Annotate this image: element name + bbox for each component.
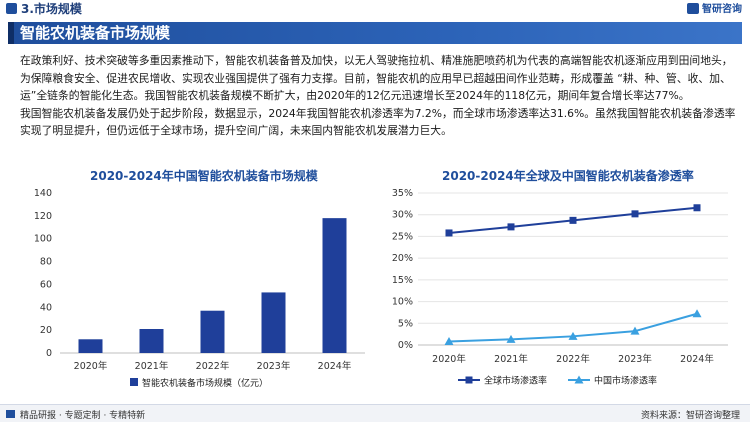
y-tick-label: 30% — [392, 210, 413, 221]
page-title: 智能农机装备市场规模 — [20, 24, 171, 42]
y-tick-label: 0 — [46, 348, 52, 359]
paragraph-2: 我国智能农机装备发展仍处于起步阶段，数据显示，2024年我国智能农机渗透率为7.… — [20, 106, 736, 138]
penetration-chart: 2020-2024年全球及中国智能农机装备渗透率 0% 5% 10% 15% 20% 25… — [388, 165, 743, 401]
section-icon — [6, 3, 17, 14]
data-point — [631, 210, 639, 218]
data-point — [693, 204, 701, 212]
x-tick-label: 2024年 — [680, 353, 714, 365]
paragraph-1: 在政策利好、技术突破等多重因素推动下，智能农机装备普及加快，以无人驾驶拖拉机、精… — [20, 54, 733, 103]
y-tick-label: 40 — [40, 302, 52, 313]
data-point — [692, 309, 702, 318]
top-bar: 3.市场规模 智研咨询 — [0, 0, 750, 20]
bar — [322, 218, 347, 353]
legend-marker — [465, 376, 473, 384]
y-tick-label: 25% — [392, 231, 413, 242]
banner-accent — [8, 22, 14, 44]
footer: 精品研报 · 专题定制 · 专精特新 资料来源：智研咨询整理 — [0, 404, 750, 422]
bar-chart-svg: 0 20 40 60 80 100 120 140 2020年 2021年 2022年 2023年 20… — [34, 188, 365, 389]
y-tick-label: 35% — [392, 188, 413, 199]
y-tick-label: 140 — [34, 188, 52, 199]
y-tick-label: 60 — [40, 279, 52, 290]
data-point — [569, 216, 577, 224]
line-chart-svg: 0% 5% 10% 15% 20% 25% 30% 35% 2020年 2021年 2022年 202… — [392, 188, 728, 387]
x-tick-label: 2023年 — [257, 360, 291, 372]
y-tick-label: 100 — [34, 234, 52, 245]
brand-icon — [687, 3, 699, 14]
brand-logo[interactable]: 智研咨询 — [687, 3, 742, 16]
footer-source: 资料来源：智研咨询整理 — [640, 411, 740, 421]
y-tick-label: 0% — [398, 340, 413, 351]
bar — [261, 292, 286, 353]
footer-tagline: 精品研报 · 专题定制 · 专精特新 — [20, 411, 146, 421]
footer-icon — [6, 410, 15, 418]
bar — [200, 310, 225, 353]
data-point — [568, 331, 578, 340]
y-tick-label: 80 — [40, 257, 52, 268]
bar — [78, 339, 103, 353]
brand-name: 智研咨询 — [702, 4, 742, 15]
bar — [139, 329, 164, 353]
x-tick-label: 2024年 — [318, 360, 352, 372]
y-tick-label: 20% — [392, 253, 413, 264]
data-point — [506, 334, 516, 343]
y-tick-label: 120 — [34, 211, 52, 222]
title-banner: 智能农机装备市场规模 — [8, 22, 742, 44]
y-tick-label: 20 — [40, 325, 52, 336]
data-point — [507, 223, 515, 231]
body-text: 在政策利好、技术突破等多重因素推动下，智能农机装备普及加快，以无人驾驶拖拉机、精… — [20, 52, 738, 140]
data-point — [444, 337, 454, 346]
legend-marker — [574, 375, 584, 384]
x-tick-label: 2022年 — [196, 360, 230, 372]
legend-label: 全球市场渗透率 — [484, 375, 547, 387]
y-tick-label: 15% — [392, 275, 413, 286]
x-tick-label: 2021年 — [135, 360, 169, 372]
x-tick-label: 2023年 — [618, 353, 652, 365]
chart-title-right: 2020-2024年全球及中国智能农机装备渗透率 — [442, 169, 694, 183]
market-size-chart: 2020-2024年中国智能农机装备市场规模 0 20 40 60 80 100 120 14… — [20, 165, 380, 401]
data-point — [630, 326, 640, 335]
x-tick-label: 2021年 — [494, 353, 528, 365]
section-title: 3.市场规模 — [21, 2, 82, 16]
legend-label: 中国市场渗透率 — [594, 375, 657, 387]
legend-label: 智能农机装备市场规模（亿元） — [142, 377, 268, 389]
y-tick-label: 10% — [392, 297, 413, 308]
data-point — [445, 229, 453, 237]
chart-title-left: 2020-2024年中国智能农机装备市场规模 — [90, 169, 318, 183]
x-tick-label: 2022年 — [556, 353, 590, 365]
y-tick-label: 5% — [398, 318, 413, 329]
x-tick-label: 2020年 — [432, 353, 466, 365]
x-tick-label: 2020年 — [74, 360, 108, 372]
legend-swatch — [130, 378, 138, 386]
